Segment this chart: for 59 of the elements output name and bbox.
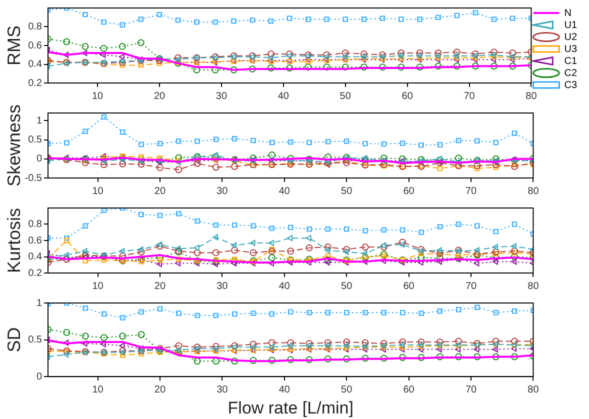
y-tick-label: 0.8 (28, 219, 42, 230)
y-tick-label: 0.5 (28, 134, 42, 146)
x-tick-label: 10 (92, 186, 104, 197)
x-tick-label: 70 (464, 90, 476, 102)
y-tick-label: -0.5 (24, 172, 42, 184)
y-tick-label: 0.6 (28, 235, 42, 246)
y-tick-label: 1 (36, 115, 42, 126)
x-tick-label: 50 (341, 384, 353, 396)
x-tick-label: 50 (341, 280, 353, 292)
legend-label: C1 (564, 56, 578, 67)
legend-label: C3 (564, 80, 578, 91)
x-tick-label: 20 (154, 186, 166, 197)
y-tick-label: 0.2 (28, 268, 42, 279)
legend-label: N (564, 8, 572, 19)
x-tick-label: 40 (278, 384, 290, 396)
legend-label: U1 (564, 20, 578, 31)
y-tick-label: 0.4 (28, 252, 42, 262)
x-tick-label: 60 (403, 280, 415, 292)
x-tick-label: 40 (278, 90, 290, 102)
x-tick-label: 30 (216, 90, 228, 102)
y-tick-label: 0.8 (28, 22, 42, 32)
x-axis-title: Flow rate [L/min] (228, 398, 354, 418)
x-tick-label: 20 (154, 384, 166, 396)
y-tick-label: 0.4 (28, 59, 42, 70)
x-tick-label: 30 (216, 280, 228, 292)
y-axis-title: Kurtosis (4, 208, 24, 274)
y-tick-label: 0.2 (28, 78, 42, 89)
x-tick-label: 40 (278, 280, 290, 292)
x-tick-label: 10 (92, 280, 104, 292)
legend-label: U2 (564, 32, 578, 43)
x-tick-label: 30 (216, 384, 228, 396)
x-tick-label: 70 (465, 280, 478, 292)
x-tick-label: 80 (528, 280, 540, 292)
x-tick-label: 70 (465, 186, 478, 197)
x-tick-label: 60 (403, 186, 415, 197)
x-tick-label: 50 (341, 186, 353, 197)
x-tick-label: 10 (92, 384, 104, 396)
x-tick-label: 10 (92, 90, 104, 102)
x-tick-label: 20 (154, 280, 166, 292)
x-tick-label: 80 (526, 90, 538, 102)
legend-label: U3 (564, 44, 578, 55)
y-tick-label: 0 (36, 371, 42, 382)
x-tick-label: 30 (216, 186, 228, 197)
x-tick-label: 60 (403, 384, 415, 396)
y-axis-title: RMS (4, 26, 24, 66)
x-tick-label: 80 (528, 384, 540, 396)
y-tick-label: 0 (36, 154, 42, 165)
legend-label: C2 (564, 68, 578, 79)
y-axis-title: SD (4, 327, 24, 352)
x-tick-label: 20 (154, 90, 166, 102)
x-tick-label: 60 (402, 90, 414, 102)
y-tick-label: 0.6 (28, 40, 42, 52)
y-tick-label: 1 (36, 298, 42, 309)
y-axis-title: Skewness (4, 104, 24, 187)
x-tick-label: 70 (465, 384, 478, 396)
x-tick-label: 80 (528, 186, 540, 197)
y-tick-label: 0.5 (28, 334, 42, 346)
x-tick-label: 50 (340, 90, 352, 102)
x-tick-label: 40 (278, 186, 290, 197)
